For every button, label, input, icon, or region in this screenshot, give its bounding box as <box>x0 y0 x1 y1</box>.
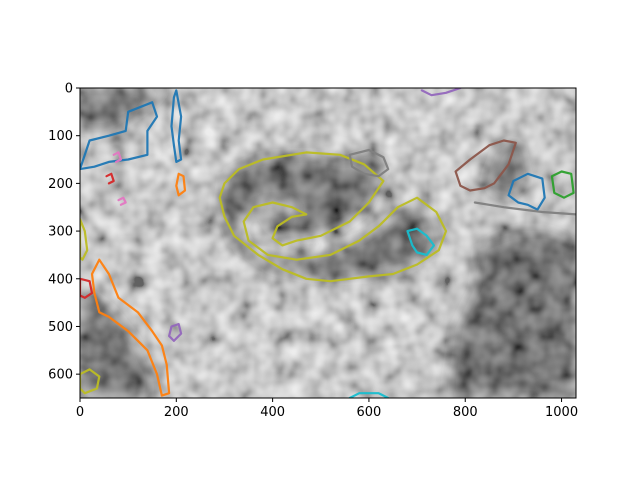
y-tick-label: 200 <box>48 177 73 192</box>
x-tick-label: 800 <box>453 405 478 420</box>
contour-line-6 <box>90 258 171 397</box>
image-texture <box>80 88 576 398</box>
plot-frame <box>79 87 577 399</box>
y-tick-label: 500 <box>48 320 73 335</box>
contour-line-12 <box>348 392 390 398</box>
contour-line-15 <box>420 88 462 97</box>
contour-line-14 <box>168 323 183 342</box>
contour-line-3 <box>80 101 159 171</box>
y-tick-label: 100 <box>48 129 73 144</box>
contour-line-17 <box>117 196 127 206</box>
y-tick-label: 600 <box>48 368 73 383</box>
contour-line-11 <box>406 227 435 256</box>
contour-line-9 <box>105 172 115 185</box>
contour-layer <box>80 88 576 398</box>
x-tick-label: 600 <box>357 405 382 420</box>
contour-line-10 <box>454 139 517 192</box>
plot-area <box>80 88 576 398</box>
x-tick-label: 200 <box>164 405 189 420</box>
contour-line-8 <box>80 277 94 299</box>
contour-line-18 <box>348 148 390 178</box>
y-tick-label: 0 <box>65 82 73 97</box>
x-axis: 0 200 400 600 800 1000 <box>76 398 578 420</box>
y-axis: 0 100 200 300 400 500 600 <box>48 82 80 383</box>
contour-line-16 <box>112 151 123 163</box>
contour-line-13 <box>550 170 575 199</box>
contour-line-1 <box>80 218 89 261</box>
contour-line-4 <box>170 89 183 163</box>
contour-line-5 <box>507 172 546 211</box>
y-tick-label: 400 <box>48 272 73 287</box>
contour-line-0 <box>218 151 448 283</box>
contour-line-2 <box>80 368 101 395</box>
x-tick-label: 1000 <box>545 405 578 420</box>
x-tick-label: 0 <box>76 405 84 420</box>
x-tick-label: 400 <box>260 405 285 420</box>
contour-line-7 <box>175 172 187 197</box>
contour-line-19 <box>473 201 576 216</box>
y-tick-label: 300 <box>48 225 73 240</box>
